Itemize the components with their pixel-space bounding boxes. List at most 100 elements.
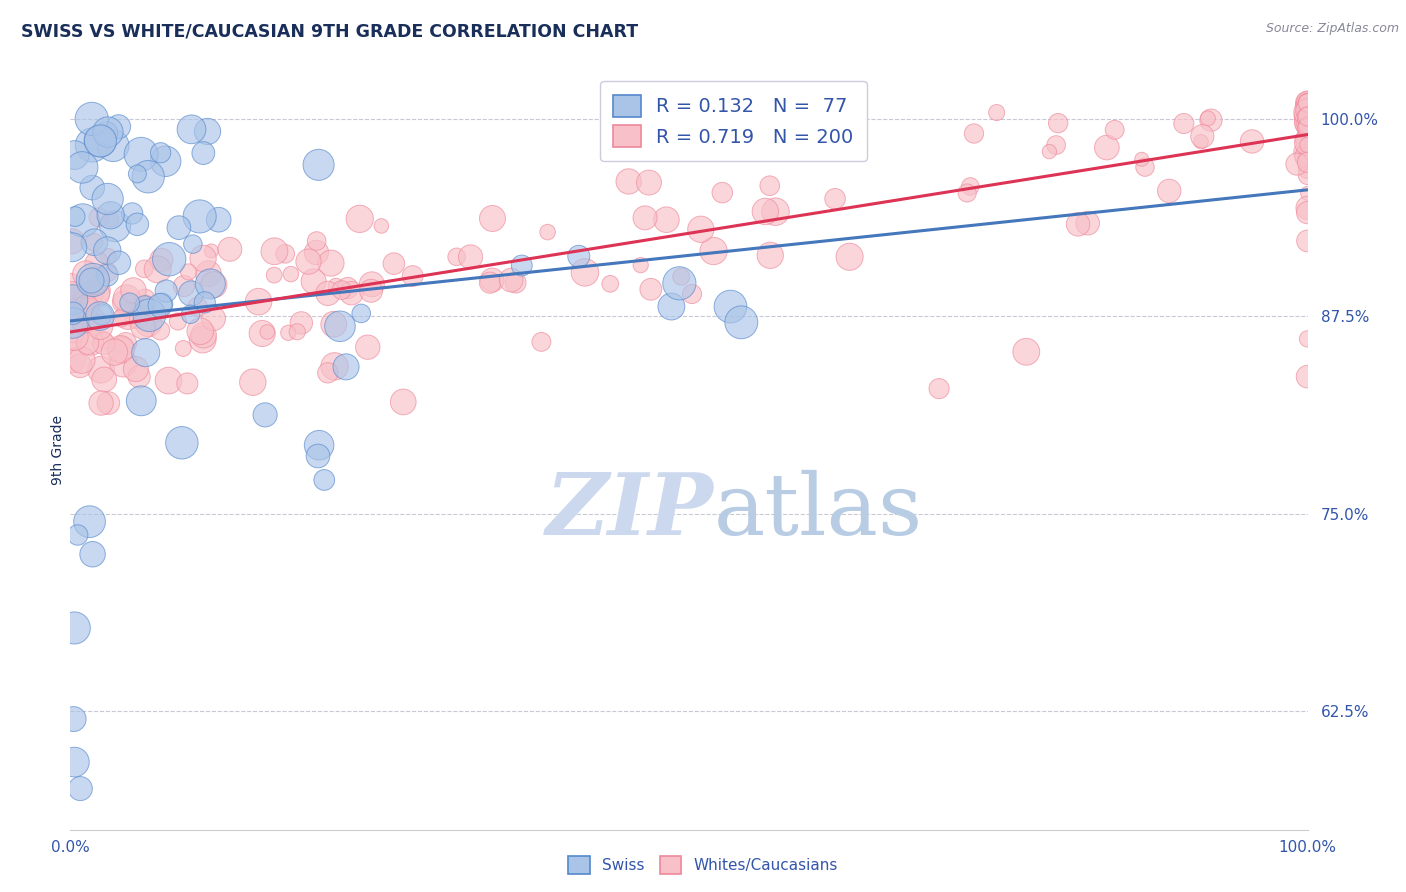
Point [146,262,169,277]
Point [1104,123,1126,137]
Point [1296,115,1319,129]
Point [392,395,415,409]
Point [1296,103,1319,118]
Point [75,300,97,314]
Point [1296,138,1319,153]
Point [505,276,527,290]
Point [530,334,553,349]
Point [1296,110,1319,124]
Point [1296,109,1319,123]
Point [149,298,172,312]
Point [263,244,285,259]
Point [285,325,308,339]
Point [125,309,148,323]
Point [100,212,122,227]
Point [1296,120,1319,135]
Point [254,408,277,422]
Point [89,320,111,334]
Point [1189,135,1212,149]
Point [180,122,202,136]
Point [200,277,222,291]
Point [1197,112,1219,126]
Point [1067,217,1090,231]
Point [1296,118,1319,132]
Point [1077,216,1099,230]
Point [671,269,693,284]
Point [963,127,986,141]
Point [134,298,156,312]
Point [336,281,359,295]
Point [167,220,190,235]
Point [305,234,328,248]
Point [60,234,83,248]
Point [197,124,219,138]
Point [96,126,118,140]
Point [60,306,83,320]
Point [1296,118,1319,132]
Point [1296,95,1319,110]
Point [599,277,621,291]
Point [129,393,152,408]
Point [1199,113,1222,128]
Point [308,158,330,172]
Point [1191,129,1213,144]
Point [108,256,131,270]
Point [132,319,155,334]
Text: SWISS VS WHITE/CAUCASIAN 9TH GRADE CORRELATION CHART: SWISS VS WHITE/CAUCASIAN 9TH GRADE CORRE… [21,22,638,40]
Point [617,174,640,188]
Point [316,366,339,380]
Point [69,300,91,314]
Point [155,284,177,298]
Point [1296,155,1319,169]
Point [758,178,780,193]
Point [89,134,111,148]
Point [290,316,312,330]
Point [307,449,329,463]
Point [263,268,285,282]
Point [681,287,703,301]
Point [401,268,423,283]
Point [340,286,363,301]
Point [60,333,83,347]
Point [1296,105,1319,120]
Point [329,319,352,334]
Point [460,250,482,264]
Point [1296,95,1319,110]
Point [1296,149,1319,163]
Point [323,359,346,374]
Point [149,145,172,160]
Point [382,257,405,271]
Point [1045,138,1067,153]
Point [187,300,209,314]
Point [250,326,273,341]
Point [274,247,297,261]
Point [70,318,93,333]
Point [70,161,93,175]
Point [63,210,86,224]
Point [574,265,596,279]
Point [1296,117,1319,131]
Point [256,325,278,339]
Point [69,359,91,373]
Point [60,240,83,254]
Point [188,324,211,338]
Point [1173,116,1195,130]
Point [1296,95,1319,110]
Point [350,306,373,320]
Point [60,286,83,301]
Point [247,294,270,309]
Point [96,244,118,258]
Point [63,621,86,635]
Point [80,274,103,288]
Text: Source: ZipAtlas.com: Source: ZipAtlas.com [1265,22,1399,36]
Point [83,235,105,249]
Point [76,310,98,324]
Point [1159,184,1181,198]
Point [640,282,662,296]
Point [956,186,979,200]
Point [193,328,215,343]
Point [1296,100,1319,114]
Point [1296,234,1319,248]
Point [65,290,87,304]
Point [134,298,156,312]
